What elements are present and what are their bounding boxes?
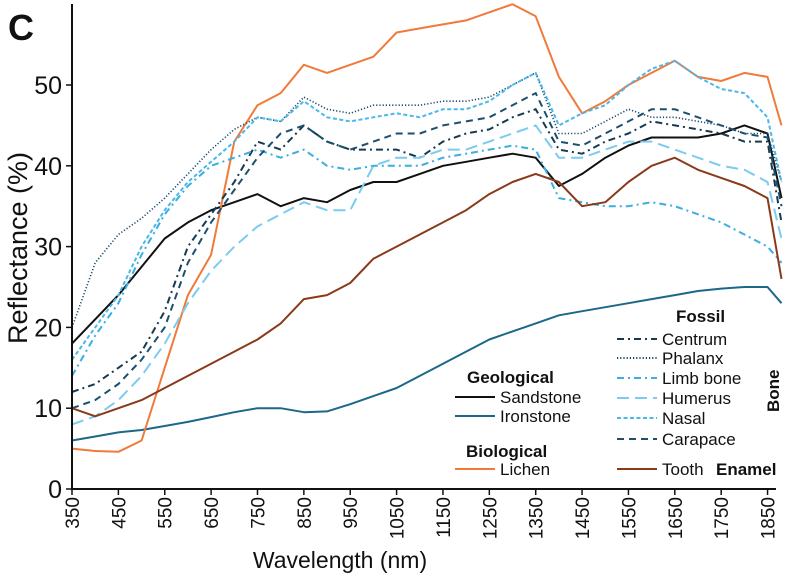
legend-label-phalanx: Phalanx [662, 349, 724, 368]
series-line-sandstone [71, 124, 783, 345]
legend-label-sandstone: Sandstone [500, 388, 581, 407]
series-line-lichen [71, 3, 783, 453]
x-tick-label: 1350 [527, 497, 548, 539]
x-tick-label: 850 [295, 497, 316, 529]
x-tick-label: 550 [156, 497, 177, 529]
legend-label-ironstone: Ironstone [500, 407, 571, 426]
x-tick-label: 750 [248, 497, 269, 529]
legend-label-limb-bone: Limb bone [662, 369, 741, 388]
x-tick-label: 350 [63, 497, 84, 529]
x-tick-label: 1850 [759, 497, 780, 539]
series-line-limb-bone [71, 144, 783, 377]
x-ticks: 350 450 550 650 750 850 950 1050 1150 1250 1350 145… [63, 489, 780, 539]
x-tick-label: 950 [341, 497, 362, 529]
legend-biological-title: Biological [466, 442, 547, 461]
x-tick-label: 1750 [712, 497, 733, 539]
x-tick-label: 1650 [666, 497, 687, 539]
series-line-phalanx [71, 72, 783, 328]
legend-geological-title: Geological [467, 368, 554, 387]
panel-label: C [8, 7, 34, 48]
y-tick-label: 0 [48, 476, 62, 504]
x-tick-label: 1050 [388, 497, 409, 539]
legend: Geological Biological Fossil Bone Enamel… [455, 307, 783, 479]
legend-fossil-title: Fossil [676, 307, 725, 326]
y-tick-label: 20 [34, 314, 62, 342]
legend-label-centrum: Centrum [662, 330, 727, 349]
legend-label-lichen: Lichen [500, 460, 550, 479]
legend-label-humerus: Humerus [662, 389, 731, 408]
x-tick-label: 1150 [434, 497, 455, 538]
x-axis-label: Wavelength (nm) [253, 547, 427, 573]
y-ticks: 0 10 20 30 40 50 [34, 72, 72, 504]
y-tick-label: 50 [34, 72, 62, 100]
series-line-nasal [71, 59, 783, 361]
series-layer [71, 3, 783, 453]
y-tick-label: 30 [34, 234, 62, 262]
y-axis-label: Reflectance (%) [3, 152, 33, 344]
legend-label-nasal: Nasal [662, 409, 705, 428]
y-tick-label: 40 [34, 153, 62, 181]
legend-label-tooth: Tooth [662, 460, 704, 479]
x-tick-label: 450 [109, 497, 130, 529]
series-line-carapace [71, 92, 783, 410]
x-tick-label: 1450 [573, 497, 594, 539]
x-tick-label: 1250 [480, 497, 501, 539]
x-tick-label: 650 [202, 497, 223, 529]
legend-bone-label: Bone [764, 370, 783, 413]
x-tick-label: 1550 [619, 497, 640, 539]
legend-enamel-label: Enamel [716, 460, 776, 479]
legend-label-carapace: Carapace [662, 430, 736, 449]
series-line-ironstone [71, 286, 783, 442]
y-tick-label: 10 [34, 395, 62, 423]
series-line-humerus [71, 124, 783, 426]
series-line-tooth [71, 156, 783, 418]
